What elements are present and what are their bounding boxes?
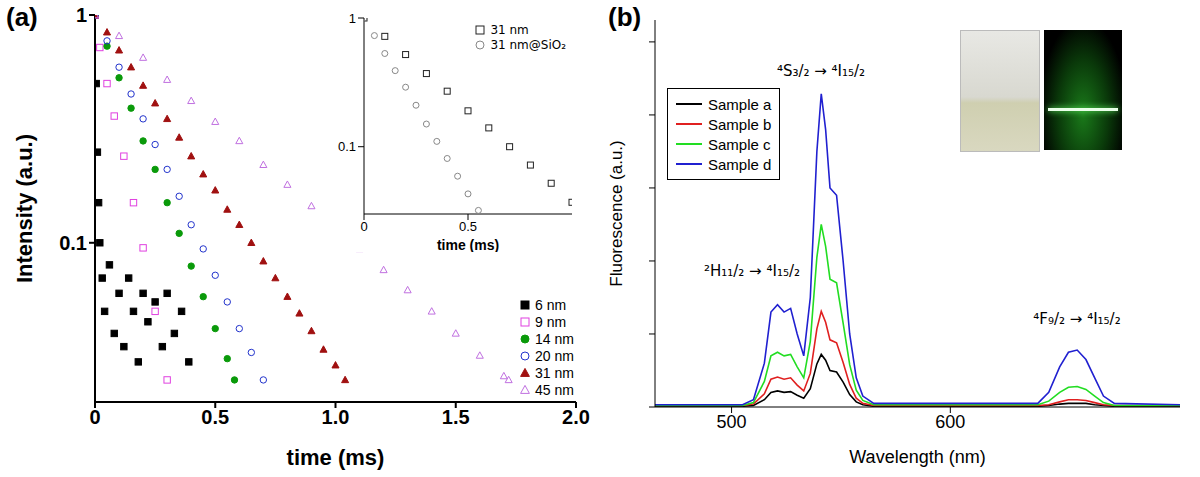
svg-text:2.0: 2.0 — [562, 406, 590, 428]
svg-text:0: 0 — [360, 219, 367, 234]
svg-text:0.1: 0.1 — [59, 232, 87, 254]
html-text:Sample b: Sample b — [708, 115, 772, 133]
svg-text:500: 500 — [717, 412, 747, 432]
html-text:Sample c: Sample c — [708, 135, 771, 153]
html-text:(b): (b) — [608, 2, 642, 32]
html-text:Sample a: Sample a — [708, 95, 772, 113]
html-text:31 nm: 31 nm — [535, 364, 574, 381]
svg-text:Fluorescence (a.u.): Fluorescence (a.u.) — [607, 140, 626, 286]
html-text:⁴S₃/₂ → ⁴I₁₅/₂: ⁴S₃/₂ → ⁴I₁₅/₂ — [776, 62, 866, 80]
html-text:9 nm: 9 nm — [535, 313, 567, 330]
svg-text:time (ms): time (ms) — [437, 237, 499, 252]
svg-text:1: 1 — [349, 12, 356, 26]
svg-text:0: 0 — [89, 406, 100, 428]
html-text:Sample d: Sample d — [708, 155, 772, 173]
svg-text:1: 1 — [76, 4, 87, 26]
svg-text:0.1: 0.1 — [338, 139, 356, 154]
html-text:²H₁₁/₂ → ⁴I₁₅/₂: ²H₁₁/₂ → ⁴I₁₅/₂ — [704, 262, 800, 280]
svg-text:Intensity (a.u.): Intensity (a.u.) — [12, 134, 37, 283]
html-text:14 nm: 14 nm — [535, 330, 574, 347]
svg-text:time (ms): time (ms) — [287, 445, 385, 470]
html-text:(a): (a) — [6, 2, 38, 32]
html-text:31 nm@SiO₂: 31 nm@SiO₂ — [490, 37, 566, 52]
svg-text:Wavelength (nm): Wavelength (nm) — [849, 447, 985, 467]
svg-text:0.5: 0.5 — [459, 219, 477, 234]
html-text:45 nm: 45 nm — [535, 381, 574, 398]
svg-text:1.0: 1.0 — [322, 406, 350, 428]
html-text:⁴F₉/₂ → ⁴I₁₅/₂: ⁴F₉/₂ → ⁴I₁₅/₂ — [1033, 310, 1121, 328]
svg-text:0.5: 0.5 — [201, 406, 229, 428]
html-text:6 nm: 6 nm — [535, 296, 567, 313]
html-text:20 nm: 20 nm — [535, 347, 574, 364]
svg-text:600: 600 — [935, 412, 965, 432]
html-text:31 nm: 31 nm — [490, 22, 529, 37]
svg-text:1.5: 1.5 — [442, 406, 470, 428]
